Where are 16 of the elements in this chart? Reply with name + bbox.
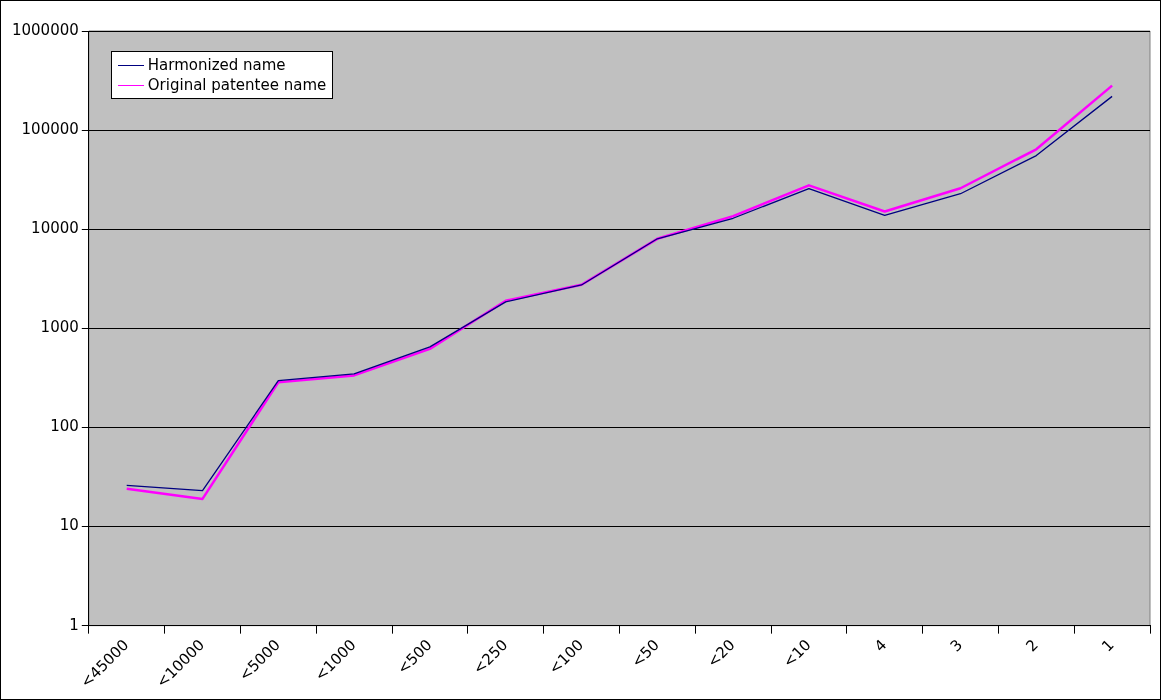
x-tick-label: <10 bbox=[779, 635, 815, 671]
y-tick-label: 10 bbox=[59, 516, 79, 535]
legend-label: Harmonized name bbox=[147, 55, 286, 75]
y-tick-label: 100000 bbox=[21, 120, 79, 138]
y-tick-label: 1 bbox=[69, 615, 79, 634]
y-tick-label: 1000 bbox=[40, 318, 79, 337]
x-tick-label: <50 bbox=[627, 635, 663, 671]
y-tick-label: 10000 bbox=[31, 219, 79, 238]
x-tick-label: 2 bbox=[1022, 635, 1042, 656]
x-tick-label: 3 bbox=[946, 635, 967, 656]
legend-label: Original patentee name bbox=[147, 75, 327, 95]
y-tick-label: 100 bbox=[50, 417, 79, 436]
y-tick-label: 1000000 bbox=[11, 20, 79, 39]
x-tick-label: 1 bbox=[1098, 635, 1118, 656]
x-tick-label: <20 bbox=[703, 635, 739, 671]
x-tick-label: 4 bbox=[870, 635, 891, 656]
